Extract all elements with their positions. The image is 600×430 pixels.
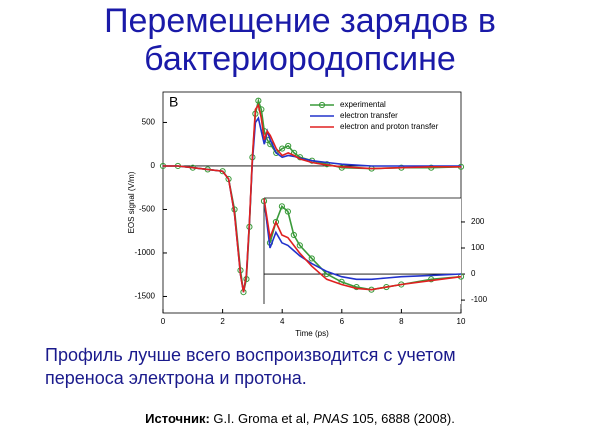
source-authors: G.I. Groma et al, <box>213 411 310 426</box>
x-tick-label: 6 <box>340 317 345 326</box>
source-journal: PNAS <box>313 411 349 426</box>
data-point <box>255 97 262 104</box>
data-point <box>428 276 435 283</box>
data-point <box>284 208 291 215</box>
x-axis-label: Time (ps) <box>295 329 329 338</box>
data-point <box>279 145 286 152</box>
data-point <box>278 203 286 210</box>
data-point <box>308 255 315 262</box>
data-point <box>290 231 297 239</box>
legend-label: electron transfer <box>340 111 398 120</box>
legend-label: experimental <box>340 100 386 109</box>
x-tick-label: 4 <box>280 317 285 326</box>
caption: Профиль лучше всего воспроизводится с уч… <box>45 345 456 365</box>
data-point <box>272 218 280 226</box>
y-tick-label: 0 <box>471 269 476 278</box>
data-point <box>296 242 303 249</box>
legend-marker <box>318 101 326 109</box>
y-tick-label: 0 <box>151 161 156 170</box>
panel-label: B <box>169 94 178 110</box>
y-tick-label: 100 <box>471 243 485 252</box>
legend-label: electron and proton transfer <box>340 122 439 131</box>
series-line <box>263 198 462 281</box>
slide-title: Перемещение зарядов в <box>104 2 496 40</box>
source-ref: 105, 6888 (2008). <box>352 411 455 426</box>
x-tick-label: 10 <box>457 317 466 326</box>
x-tick-label: 8 <box>399 317 404 326</box>
y-tick-label: -1500 <box>135 292 156 301</box>
y-axis-label: EOS signal (V/m) <box>127 171 136 233</box>
slide-title: бактериородопсине <box>144 40 456 78</box>
y-tick-label: -100 <box>471 295 488 304</box>
y-tick-label: 500 <box>142 118 156 127</box>
data-point <box>273 149 280 157</box>
y-tick-label: -1000 <box>135 248 156 257</box>
series-line <box>163 103 461 293</box>
series-line <box>263 198 462 291</box>
x-tick-label: 0 <box>161 317 166 326</box>
data-point <box>428 164 435 171</box>
caption: переноса электрона и протона. <box>45 368 307 388</box>
source: Источник: G.I. Groma et al, PNAS 105, 68… <box>0 411 600 426</box>
y-tick-label: 200 <box>471 217 485 226</box>
data-point <box>285 142 292 150</box>
y-tick-label: -500 <box>139 205 156 214</box>
source-label: Источник: <box>145 411 210 426</box>
x-tick-label: 2 <box>220 317 225 326</box>
inset-bg <box>264 198 461 304</box>
